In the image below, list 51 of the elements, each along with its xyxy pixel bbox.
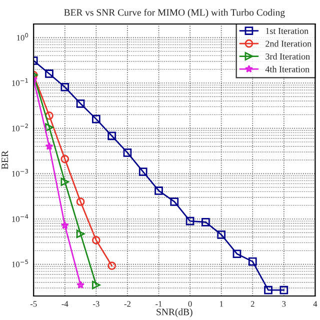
x-tick-label: -1	[156, 301, 162, 307]
point	[45, 70, 54, 78]
point	[60, 154, 70, 164]
legend-label: 4th Iteration	[265, 66, 310, 72]
point	[76, 230, 85, 238]
point	[138, 168, 148, 176]
point	[60, 178, 70, 186]
y-tick-label: 10$^{−4}$	[12, 214, 28, 222]
x-tick-label: -4	[62, 301, 68, 307]
y-tick-label: 10$^{−3}$	[12, 169, 28, 177]
point	[92, 236, 100, 244]
point	[45, 112, 54, 120]
point	[248, 257, 257, 266]
x-tick-label: -2	[124, 301, 130, 307]
point	[60, 82, 70, 92]
x-tick-label: 4	[313, 301, 318, 307]
point	[186, 216, 194, 226]
x-axis-title: SNR(dB)	[156, 308, 192, 318]
x-tick-label: 0	[188, 301, 192, 307]
point	[154, 186, 163, 195]
legend-label: 2nd Iteration	[266, 40, 312, 47]
point	[76, 198, 85, 206]
point	[280, 286, 288, 294]
x-tick-label: 1	[220, 301, 223, 307]
y-axis-title: BER	[2, 150, 8, 170]
x-tick-label: -3	[93, 301, 100, 307]
point	[264, 286, 272, 294]
point	[170, 198, 179, 206]
x-tick-label: -5	[30, 301, 37, 307]
y-tick-label: 10$^{−5}$	[12, 260, 28, 268]
point	[123, 148, 132, 157]
point	[76, 99, 85, 108]
point	[60, 221, 69, 229]
point	[217, 230, 226, 239]
x-tick-label: 3	[282, 301, 286, 307]
point	[76, 280, 85, 288]
chart-title: BER vs SNR Curve for MIMO (ML) with Turbo Coding	[64, 8, 285, 18]
point	[108, 262, 116, 270]
legend-label: 1st Iteration	[266, 28, 308, 34]
point	[45, 142, 54, 150]
legend-label: 3rd Iteration	[266, 53, 310, 60]
point	[108, 132, 116, 140]
point	[202, 218, 210, 226]
point	[232, 250, 242, 258]
x-tick-label: 2	[250, 301, 254, 307]
point	[45, 123, 54, 132]
point	[92, 114, 100, 124]
y-tick-label: 10$^{−1}$	[12, 78, 28, 86]
y-tick-label: 10$^{−2}$	[12, 124, 28, 132]
point	[92, 280, 100, 290]
y-tick-label: 10$^{0}$	[17, 33, 28, 41]
